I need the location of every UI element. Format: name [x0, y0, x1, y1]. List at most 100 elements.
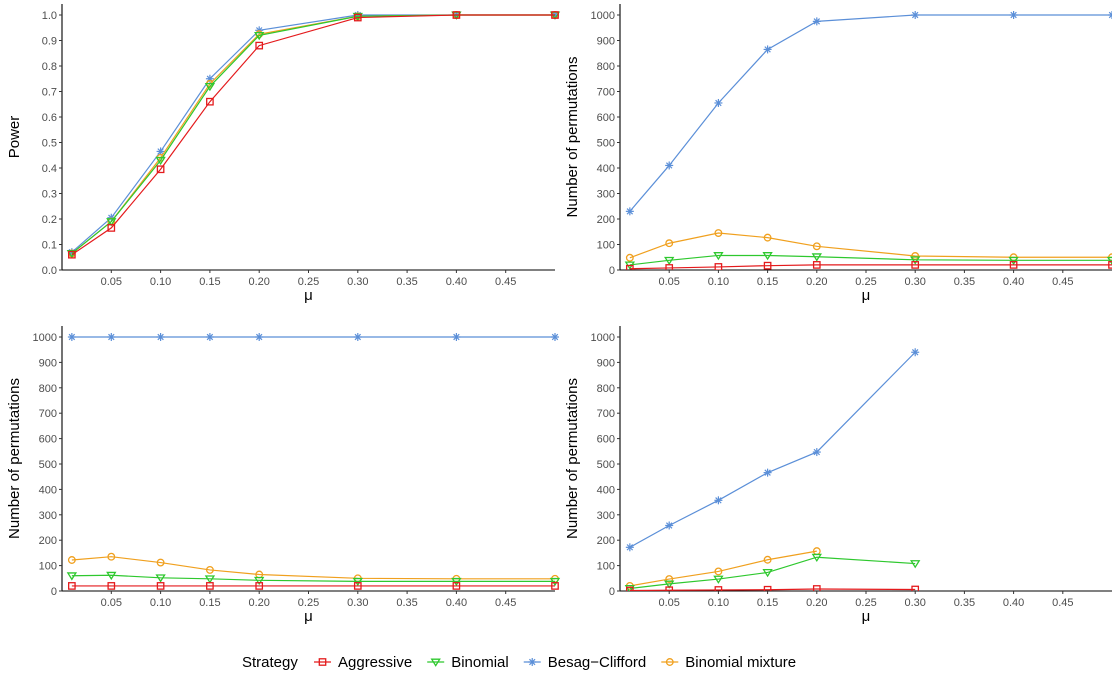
- series-line: [629, 351, 916, 548]
- y-tick-label: 0.7: [42, 87, 57, 99]
- y-tick-label: 700: [597, 408, 615, 420]
- x-tick-label: 0.35: [396, 597, 417, 609]
- series-binomial-mixture: [625, 229, 1112, 262]
- y-tick-label: 900: [39, 357, 57, 369]
- y-tick-label: 100: [39, 561, 57, 573]
- x-tick-label: 0.40: [446, 276, 467, 288]
- data-point: [911, 261, 920, 269]
- data-point: [107, 333, 116, 341]
- data-point: [665, 521, 674, 530]
- data-point: [812, 17, 821, 26]
- legend-label: Binomial: [451, 654, 509, 671]
- series-binomial-mixture: [67, 552, 559, 583]
- x-tick-label: 0.05: [658, 597, 679, 609]
- y-tick-label: 500: [597, 459, 615, 471]
- y-axis-title: Power: [6, 116, 23, 159]
- chart-panel-1: 0.0 0.1 0.2 0.3 0.4 0.5 0.6 0.7 0.8 0.9 1.0 0.05 0.1…: [6, 4, 561, 304]
- data-point: [812, 448, 821, 457]
- data-point: [206, 97, 214, 106]
- x-tick-label: 0.10: [708, 597, 729, 609]
- x-tick-label: 0.15: [757, 276, 778, 288]
- data-point: [66, 572, 78, 581]
- data-point: [910, 256, 921, 265]
- series-besag-clifford: [625, 11, 1112, 216]
- x-tick-label: 0.40: [446, 597, 467, 609]
- series-binomial-mixture: [67, 11, 559, 258]
- y-tick-label: 1000: [591, 10, 615, 22]
- data-point: [664, 580, 675, 589]
- data-point: [665, 586, 674, 591]
- y-tick-label: 0.9: [42, 36, 57, 48]
- data-point: [206, 582, 214, 590]
- y-tick-label: 0: [609, 586, 615, 598]
- y-tick-label: 400: [39, 484, 57, 496]
- x-tick-label: 0.30: [904, 276, 925, 288]
- data-point: [255, 333, 264, 341]
- series-binomial: [624, 553, 921, 591]
- x-tick-label: 0.35: [954, 276, 975, 288]
- series-besag-clifford: [67, 11, 559, 257]
- y-tick-label: 0.6: [42, 112, 57, 124]
- y-tick-label: 0.8: [42, 61, 57, 73]
- y-tick-label: 300: [39, 510, 57, 522]
- data-point: [155, 156, 166, 166]
- data-point: [625, 543, 634, 552]
- data-point: [625, 253, 634, 262]
- x-tick-label: 0.40: [1003, 276, 1024, 288]
- series-besag-clifford: [625, 348, 920, 552]
- y-tick-label: 0.5: [42, 138, 57, 150]
- data-point: [156, 558, 165, 567]
- data-point: [551, 11, 559, 19]
- x-tick-label: 0.30: [347, 276, 368, 288]
- y-tick-label: 600: [597, 112, 615, 124]
- y-tick-label: 1000: [33, 332, 57, 344]
- data-point: [204, 575, 216, 584]
- data-point: [812, 242, 821, 251]
- data-point: [664, 256, 675, 266]
- data-point: [812, 585, 821, 591]
- y-tick-label: 600: [597, 434, 615, 446]
- data-point: [451, 577, 462, 587]
- data-point: [1108, 11, 1112, 19]
- data-point: [762, 569, 773, 578]
- legend-item: Binomial: [427, 654, 509, 671]
- legend-item: Binomial mixture: [661, 654, 796, 671]
- data-point: [910, 560, 921, 569]
- y-tick-label: 800: [39, 383, 57, 395]
- x-tick-label: 0.45: [1052, 276, 1073, 288]
- data-point: [156, 165, 165, 174]
- data-point: [763, 585, 772, 591]
- x-tick-label: 0.40: [1003, 597, 1024, 609]
- x-tick-label: 0.25: [298, 597, 319, 609]
- data-point: [812, 261, 821, 269]
- series-aggressive: [625, 261, 1112, 270]
- legend-label: Besag−Clifford: [548, 654, 647, 671]
- y-tick-label: 0.0: [42, 265, 57, 277]
- data-point: [763, 555, 772, 564]
- y-axis-title: Number of permutations: [6, 378, 23, 539]
- y-tick-label: 100: [597, 561, 615, 573]
- y-tick-label: 0.1: [42, 240, 57, 252]
- x-tick-label: 0.45: [495, 597, 516, 609]
- legend-key-marker: [528, 658, 537, 666]
- x-tick-label: 0.45: [495, 276, 516, 288]
- x-axis-title: μ: [304, 608, 313, 625]
- series-line: [629, 588, 916, 591]
- y-tick-label: 400: [597, 163, 615, 175]
- y-axis-title: Number of permutations: [564, 57, 581, 218]
- data-point: [714, 496, 723, 505]
- data-point: [911, 348, 920, 357]
- data-point: [911, 585, 920, 591]
- data-point: [107, 224, 116, 232]
- data-point: [624, 585, 636, 591]
- data-point: [714, 98, 723, 107]
- data-point: [352, 577, 363, 587]
- data-point: [714, 567, 723, 576]
- y-tick-label: 200: [597, 535, 615, 547]
- data-point: [551, 582, 559, 590]
- data-point: [714, 586, 723, 591]
- series-besag-clifford: [67, 333, 559, 341]
- data-point: [665, 575, 674, 584]
- series-aggressive: [68, 582, 559, 590]
- x-tick-label: 0.15: [199, 276, 220, 288]
